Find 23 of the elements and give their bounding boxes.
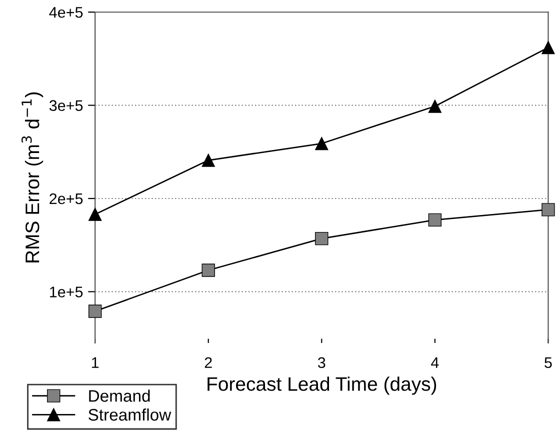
y-tick-label: 1e+5 <box>50 286 83 298</box>
x-axis-title: Forecast Lead Time (days) <box>208 376 436 395</box>
x-tick-label: 4 <box>431 357 439 368</box>
point <box>542 40 555 54</box>
point <box>542 203 555 216</box>
point <box>88 304 102 318</box>
y-tick-label: 4e+5 <box>49 7 83 18</box>
point <box>428 100 442 113</box>
point <box>315 232 328 246</box>
y-tick-label: 2e+5 <box>50 193 83 204</box>
point <box>202 264 215 277</box>
y-axis-title: RMS Error (m$^{3}$ d$^{−1}$) <box>22 92 44 262</box>
x-tick-label: 1 <box>92 357 99 368</box>
point <box>315 136 328 150</box>
legend-label: Streamflow <box>88 408 172 421</box>
point <box>428 213 442 227</box>
x-tick-label: 3 <box>318 357 326 368</box>
point <box>202 154 215 167</box>
x-tick-label: 2 <box>204 357 212 368</box>
y-tick-label: 3e+5 <box>49 100 83 111</box>
legend-label: Demand <box>89 390 150 402</box>
point <box>88 208 102 221</box>
x-tick-label: 5 <box>544 357 552 368</box>
